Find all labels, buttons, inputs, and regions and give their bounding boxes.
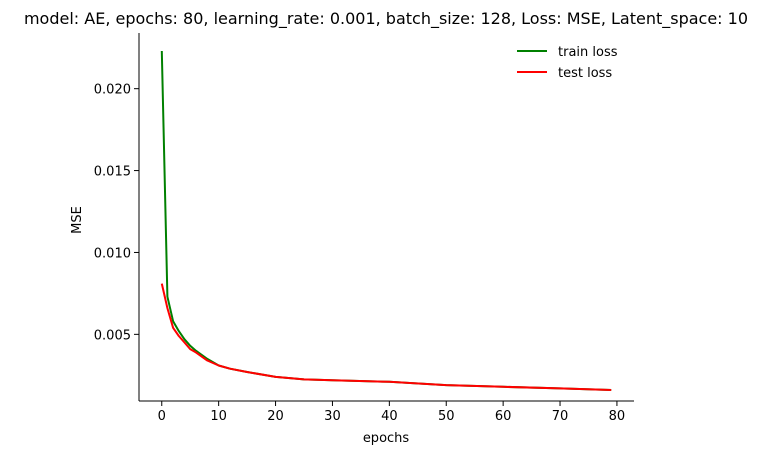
legend: train loss test loss [517, 45, 618, 81]
chart-title: model: AE, epochs: 80, learning_rate: 0.… [24, 9, 748, 29]
x-tick-label: 20 [267, 409, 284, 424]
x-tick-label: 50 [438, 409, 455, 424]
y-tick-label: 0.005 [94, 328, 131, 343]
x-tick-label: 70 [552, 409, 569, 424]
x-tick-label: 10 [210, 409, 227, 424]
x-tick-label: 60 [495, 409, 512, 424]
legend-label-test: test loss [558, 66, 612, 81]
x-tick-label: 40 [381, 409, 398, 424]
x-tick-label: 80 [609, 409, 626, 424]
x-axis-label: epochs [363, 431, 410, 446]
series-line-test-loss [160, 283, 612, 391]
plot-area: 0 10 20 30 40 50 60 70 80 0.005 0.010 0.015 0.020 [94, 33, 634, 424]
y-tick-label: 0.015 [94, 165, 131, 180]
y-tick-label: 0.010 [94, 246, 131, 261]
x-tick-label: 30 [324, 409, 341, 424]
legend-label-train: train loss [558, 45, 618, 60]
x-tick-label: 0 [158, 409, 166, 424]
series-line-train-loss [160, 50, 612, 391]
y-tick-label: 0.020 [94, 83, 131, 98]
y-axis-label: MSE [70, 206, 85, 234]
